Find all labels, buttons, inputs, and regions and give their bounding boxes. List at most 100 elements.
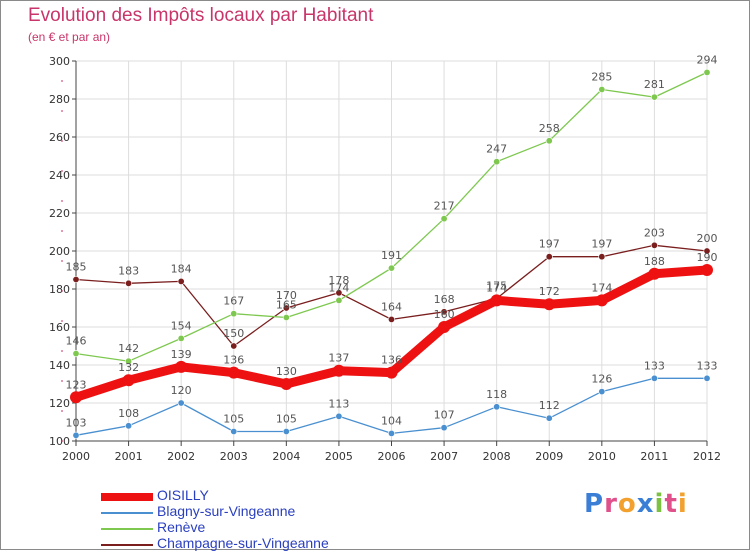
data-point: [490, 294, 503, 307]
data-label: 118: [486, 388, 507, 401]
data-point: [70, 391, 82, 404]
series-ren-ve: 146 142 154 167 165 174 191 217 247 258 285 281 294: [66, 53, 718, 365]
data-point: [703, 374, 711, 382]
data-label: 137: [328, 352, 349, 365]
x-tick-label: 2010: [588, 450, 616, 463]
data-point: [595, 294, 608, 307]
data-point: [648, 267, 661, 280]
data-point: [543, 298, 556, 311]
data-label: 197: [539, 238, 560, 251]
data-point: [440, 215, 448, 223]
x-tick-label: 2005: [325, 450, 353, 463]
data-label: 185: [66, 261, 87, 274]
data-label: 172: [539, 285, 560, 298]
x-tick-label: 2009: [535, 450, 563, 463]
y-tick-label: 300: [49, 55, 70, 68]
data-point: [177, 277, 185, 285]
y-tick-label: 280: [49, 93, 70, 106]
data-label: 103: [66, 416, 87, 429]
data-point: [282, 313, 290, 321]
data-label: 247: [486, 143, 507, 156]
data-label: 136: [223, 354, 244, 367]
data-label: 167: [223, 295, 244, 308]
data-point: [545, 137, 553, 145]
x-tick-label: 2011: [640, 450, 668, 463]
data-point: [650, 374, 658, 382]
y-tick-label: 200: [49, 245, 70, 258]
data-label: 197: [591, 238, 612, 251]
data-label: 105: [223, 413, 244, 426]
data-point: [335, 289, 343, 297]
data-label: 154: [171, 319, 192, 332]
data-point: [72, 275, 80, 283]
data-point: [125, 279, 133, 287]
data-point: [125, 357, 133, 365]
data-point: [703, 247, 711, 255]
data-label: 285: [591, 71, 612, 84]
data-point: [177, 399, 185, 407]
data-label: 174: [591, 281, 612, 294]
data-point: [230, 310, 238, 318]
data-label: 178: [328, 274, 349, 287]
y-tick-label: 260: [49, 131, 70, 144]
data-label: 132: [118, 361, 139, 374]
data-point: [387, 315, 395, 323]
legend-label: OISILLY: [157, 487, 209, 503]
legend-label: Champagne-sur-Vingeanne: [157, 535, 329, 551]
y-tick-label: 180: [49, 283, 70, 296]
data-label: 217: [434, 200, 455, 213]
data-label: 184: [171, 262, 192, 275]
y-tick-label: 100: [49, 435, 70, 448]
data-label: 120: [171, 384, 192, 397]
data-label: 146: [66, 335, 87, 348]
x-tick-label: 2004: [272, 450, 300, 463]
x-tick-label: 2007: [430, 450, 458, 463]
data-point: [493, 158, 501, 166]
data-point: [598, 86, 606, 94]
data-point: [387, 264, 395, 272]
legend-swatch: [101, 544, 153, 546]
series-champagne-sur-vingeanne: 185 183 184 150 170 178 164 168 175 197 197 203 200: [66, 226, 718, 350]
data-point: [332, 364, 345, 377]
x-tick-label: 2002: [167, 450, 195, 463]
legend-swatch: [101, 493, 153, 501]
data-label: 175: [486, 280, 507, 293]
data-point: [598, 388, 606, 396]
data-point: [72, 431, 80, 439]
data-label: 170: [276, 289, 297, 302]
data-label: 107: [434, 409, 455, 422]
x-tick-label: 2008: [483, 450, 511, 463]
x-tick-label: 2001: [115, 450, 143, 463]
data-label: 191: [381, 249, 402, 262]
data-label: 188: [644, 255, 665, 268]
data-label: 112: [539, 399, 560, 412]
data-point: [385, 366, 398, 379]
data-label: 190: [697, 251, 718, 264]
data-label: 294: [697, 53, 718, 66]
data-point: [227, 366, 240, 379]
data-label: 139: [171, 348, 192, 361]
chart-subtitle: (en € et par an): [28, 30, 111, 44]
data-label: 123: [66, 378, 87, 391]
y-tick-label: 120: [49, 397, 70, 410]
y-tick-label: 140: [49, 359, 70, 372]
data-point: [280, 378, 293, 390]
data-point: [282, 304, 290, 312]
data-point: [650, 93, 658, 101]
legend-label: Blagny-sur-Vingeanne: [157, 503, 296, 519]
y-tick-label: 220: [49, 207, 70, 220]
series-oisilly: 123 132 139 136 130 137 136 160 174 172 174 188 190: [66, 251, 718, 404]
data-point: [230, 427, 238, 435]
data-point: [230, 342, 238, 350]
data-point: [122, 374, 135, 387]
data-label: 108: [118, 407, 139, 420]
data-label: 105: [276, 413, 297, 426]
y-tick-label: 240: [49, 169, 70, 182]
x-tick-label: 2000: [62, 450, 90, 463]
data-point: [72, 350, 80, 358]
data-point: [387, 429, 395, 437]
data-label: 183: [118, 264, 139, 277]
data-point: [703, 68, 711, 76]
data-point: [598, 253, 606, 261]
